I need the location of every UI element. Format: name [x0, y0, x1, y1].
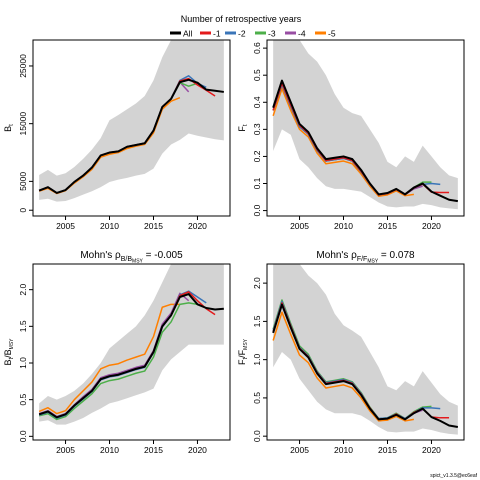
- y-tick-label: 0.5: [252, 69, 262, 81]
- y-tick-label: 0: [18, 208, 28, 213]
- legend-items: All -1 -2 -3 -4 -5: [170, 29, 336, 39]
- x-tick-label: 2010: [100, 221, 119, 231]
- legend-label: -3: [268, 29, 276, 39]
- legend-label: -1: [213, 29, 221, 39]
- x-tick-label: 2005: [56, 221, 75, 231]
- y-axis-label: Ft/FMSY: [237, 338, 249, 365]
- series-line-retro3: [38, 302, 198, 421]
- legend-entry: -1: [200, 29, 221, 39]
- y-tick-label: 0.0: [18, 430, 28, 442]
- y-axis-label: Ft: [237, 124, 249, 132]
- y-tick-label: 0.0: [252, 204, 262, 216]
- x-tick-label: 2015: [144, 445, 163, 455]
- y-tick-label: 0.6: [252, 42, 262, 54]
- y-tick-label: 0.2: [252, 150, 262, 162]
- y-tick-label: 1.0: [18, 357, 28, 369]
- y-tick-label: 5000: [18, 172, 28, 191]
- x-tick-label: 2015: [378, 221, 397, 231]
- x-tick-label: 2015: [144, 221, 163, 231]
- series-line-retro5: [38, 303, 180, 415]
- panel-B: 2005 2010 2015 2020 0 5000 15000 25000 Bt: [3, 39, 231, 231]
- y-tick-label: 15000: [18, 112, 28, 136]
- y-tick-label: 1.0: [252, 353, 262, 365]
- x-tick-label: 2020: [422, 445, 441, 455]
- y-tick-label: 0.0: [252, 430, 262, 442]
- y-tick-label: 0.1: [252, 177, 262, 189]
- series-line-retro5: [272, 311, 414, 422]
- legend-entry: All: [170, 29, 193, 39]
- legend-entry: -2: [225, 29, 246, 39]
- x-tick-label: 2005: [56, 445, 75, 455]
- x-tick-label: 2005: [290, 445, 309, 455]
- y-tick-label: 2.0: [252, 277, 262, 289]
- legend-label: -4: [298, 29, 306, 39]
- panel-title: Mohn's ρF/FMSY = 0.078: [316, 250, 415, 265]
- x-tick-label: 2010: [100, 445, 119, 455]
- legend: Number of retrospective years All -1 -2 -3 -…: [170, 14, 336, 39]
- series-line-all: [272, 79, 458, 203]
- x-tick-label: 2005: [290, 221, 309, 231]
- plot-frame: [266, 39, 465, 217]
- legend-label: All: [183, 29, 193, 39]
- plot-frame: [32, 263, 231, 441]
- series-line-all: [38, 293, 224, 419]
- y-axis-label: Bt: [3, 124, 15, 132]
- y-tick-label: 2.0: [18, 283, 28, 295]
- confidence-band: [273, 40, 458, 210]
- legend-entry: -4: [285, 29, 306, 39]
- y-tick-label: 25000: [18, 54, 28, 78]
- panel-BBmsy: 2005 2010 2015 2020 0.0 0.5 1.0 1.5 2.0 Bt/BMSY Mo…: [3, 250, 231, 455]
- legend-label: -5: [328, 29, 336, 39]
- legend-title: Number of retrospective years: [181, 14, 302, 24]
- x-tick-label: 2010: [334, 221, 353, 231]
- confidence-band: [39, 264, 224, 425]
- x-tick-label: 2020: [188, 221, 207, 231]
- plot-frame: [266, 263, 465, 441]
- x-tick-label: 2020: [422, 221, 441, 231]
- series-line-all: [38, 78, 224, 194]
- y-tick-label: 0.4: [252, 96, 262, 108]
- legend-entry: -5: [315, 29, 336, 39]
- panel-title: Mohn's ρB/BMSY = -0.005: [80, 250, 183, 265]
- confidence-band: [273, 264, 458, 435]
- series-line-retro5: [272, 87, 414, 197]
- series-line-all: [272, 303, 459, 428]
- x-tick-label: 2010: [334, 445, 353, 455]
- y-axis-label: Bt/BMSY: [3, 338, 15, 366]
- y-tick-label: 1.5: [252, 315, 262, 327]
- footer-text: spict_v1.3.5@ec6eaf: [430, 473, 477, 479]
- plot-frame: [32, 39, 231, 217]
- confidence-band: [39, 40, 224, 202]
- x-tick-label: 2020: [188, 445, 207, 455]
- x-tick-label: 2015: [378, 445, 397, 455]
- y-tick-label: 0.5: [18, 393, 28, 405]
- panel-FFmsy: 2005 2010 2015 2020 0.0 0.5 1.0 1.5 2.0 Ft/FMSY Mo…: [237, 250, 465, 455]
- y-tick-label: 0.3: [252, 123, 262, 135]
- panel-F: 2005 2010 2015 2020 0.0 0.1 0.2 0.3 0.4 0.5 0.6 Ft: [237, 39, 465, 231]
- y-tick-label: 0.5: [252, 392, 262, 404]
- legend-entry: -3: [255, 29, 276, 39]
- y-tick-label: 1.5: [18, 320, 28, 332]
- panels: 2005 2010 2015 2020 0 5000 15000 25000 Bt 2005 201…: [3, 39, 465, 455]
- legend-label: -2: [238, 29, 246, 39]
